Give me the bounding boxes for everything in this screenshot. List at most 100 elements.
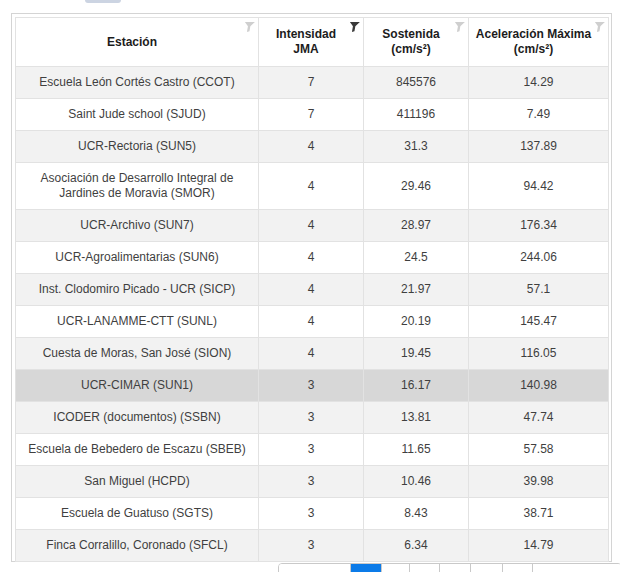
station-cell: UCR-CIMAR (SUN1) bbox=[16, 370, 259, 402]
stations-table: Estación Intensidad JMA Sostenida (cm/s²… bbox=[15, 17, 609, 562]
sostenida-cell: 28.97 bbox=[364, 210, 469, 242]
table-row[interactable]: UCR-CIMAR (SUN1)316.17140.98 bbox=[16, 370, 609, 402]
pager-button[interactable] bbox=[279, 564, 351, 572]
column-header-aceleracion-maxima[interactable]: Aceleración Máxima (cm/s²) bbox=[469, 18, 609, 67]
aceleracion-maxima-cell: 14.79 bbox=[469, 530, 609, 562]
pager-button[interactable] bbox=[471, 564, 503, 572]
aceleracion-maxima-cell: 244.06 bbox=[469, 242, 609, 274]
sostenida-cell: 29.46 bbox=[364, 163, 469, 210]
table-row[interactable]: Escuela León Cortés Castro (CCOT)7845576… bbox=[16, 67, 609, 99]
sostenida-cell: 13.81 bbox=[364, 402, 469, 434]
aceleracion-maxima-cell: 39.98 bbox=[469, 466, 609, 498]
sostenida-cell: 16.17 bbox=[364, 370, 469, 402]
intensity-jma-cell: 3 bbox=[259, 402, 364, 434]
filter-icon[interactable] bbox=[452, 21, 466, 33]
station-cell: San Miguel (HCPD) bbox=[16, 466, 259, 498]
column-header-label: Estación bbox=[22, 35, 242, 50]
sostenida-cell: 20.19 bbox=[364, 306, 469, 338]
intensity-jma-cell: 4 bbox=[259, 306, 364, 338]
column-header-intensidad-jma[interactable]: Intensidad JMA bbox=[259, 18, 364, 67]
column-header-label: (cm/s²) bbox=[475, 42, 592, 57]
sostenida-cell: 24.5 bbox=[364, 242, 469, 274]
column-header-label: JMA bbox=[265, 42, 347, 57]
column-header-label: (cm/s²) bbox=[370, 42, 452, 57]
table-row[interactable]: San Miguel (HCPD)310.4639.98 bbox=[16, 466, 609, 498]
station-cell: Saint Jude school (SJUD) bbox=[16, 99, 259, 131]
table-row[interactable]: Escuela de Guatuso (SGTS)38.4338.71 bbox=[16, 498, 609, 530]
column-header-estacion[interactable]: Estación bbox=[16, 18, 259, 67]
aceleracion-maxima-cell: 7.49 bbox=[469, 99, 609, 131]
table-row[interactable]: UCR-Rectoria (SUN5)431.3137.89 bbox=[16, 131, 609, 163]
sostenida-cell: 11.65 bbox=[364, 434, 469, 466]
pager-button[interactable] bbox=[503, 564, 533, 572]
sostenida-cell: 845576 bbox=[364, 67, 469, 99]
table-row[interactable]: UCR-LANAMME-CTT (SUNL)420.19145.47 bbox=[16, 306, 609, 338]
pager-button[interactable] bbox=[410, 564, 440, 572]
intensity-jma-cell: 3 bbox=[259, 530, 364, 562]
aceleracion-maxima-cell: 38.71 bbox=[469, 498, 609, 530]
table-row[interactable]: ICODER (documentos) (SSBN)313.8147.74 bbox=[16, 402, 609, 434]
station-cell: UCR-Agroalimentarias (SUN6) bbox=[16, 242, 259, 274]
station-cell: UCR-Rectoria (SUN5) bbox=[16, 131, 259, 163]
intensity-jma-cell: 7 bbox=[259, 99, 364, 131]
table-header: Estación Intensidad JMA Sostenida (cm/s²… bbox=[16, 18, 609, 67]
filter-icon-active[interactable] bbox=[347, 21, 361, 33]
aceleracion-maxima-cell: 116.05 bbox=[469, 338, 609, 370]
intensity-jma-cell: 3 bbox=[259, 498, 364, 530]
station-cell: Cuesta de Moras, San José (SION) bbox=[16, 338, 259, 370]
aceleracion-maxima-cell: 137.89 bbox=[469, 131, 609, 163]
station-cell: Finca Corralillo, Coronado (SFCL) bbox=[16, 530, 259, 562]
station-cell: Escuela León Cortés Castro (CCOT) bbox=[16, 67, 259, 99]
filter-icon[interactable] bbox=[592, 21, 606, 33]
station-cell: Escuela de Guatuso (SGTS) bbox=[16, 498, 259, 530]
sostenida-cell: 31.3 bbox=[364, 131, 469, 163]
pager-button-active[interactable] bbox=[351, 564, 382, 572]
table-row[interactable]: Saint Jude school (SJUD)74111967.49 bbox=[16, 99, 609, 131]
table-row[interactable]: Asociación de Desarrollo Integral de Jar… bbox=[16, 163, 609, 210]
intensity-jma-cell: 4 bbox=[259, 210, 364, 242]
intensity-jma-cell: 4 bbox=[259, 274, 364, 306]
filter-icon[interactable] bbox=[242, 21, 256, 33]
table-row[interactable]: Finca Corralillo, Coronado (SFCL)36.3414… bbox=[16, 530, 609, 562]
intensity-jma-cell: 3 bbox=[259, 370, 364, 402]
sostenida-cell: 10.46 bbox=[364, 466, 469, 498]
aceleracion-maxima-cell: 176.34 bbox=[469, 210, 609, 242]
sostenida-cell: 19.45 bbox=[364, 338, 469, 370]
station-cell: UCR-LANAMME-CTT (SUNL) bbox=[16, 306, 259, 338]
column-header-sostenida[interactable]: Sostenida (cm/s²) bbox=[364, 18, 469, 67]
table-body: Escuela León Cortés Castro (CCOT)7845576… bbox=[16, 67, 609, 562]
intensity-jma-cell: 3 bbox=[259, 466, 364, 498]
table-row[interactable]: UCR-Agroalimentarias (SUN6)424.5244.06 bbox=[16, 242, 609, 274]
pager-button[interactable] bbox=[533, 564, 620, 572]
station-cell: Asociación de Desarrollo Integral de Jar… bbox=[16, 163, 259, 210]
pager-button[interactable] bbox=[382, 564, 410, 572]
sostenida-cell: 8.43 bbox=[364, 498, 469, 530]
table-row[interactable]: Inst. Clodomiro Picado - UCR (SICP)421.9… bbox=[16, 274, 609, 306]
pager-button[interactable] bbox=[440, 564, 471, 572]
sostenida-cell: 411196 bbox=[364, 99, 469, 131]
intensity-jma-cell: 4 bbox=[259, 242, 364, 274]
sostenida-cell: 21.97 bbox=[364, 274, 469, 306]
table-row[interactable]: Escuela de Bebedero de Escazu (SBEB)311.… bbox=[16, 434, 609, 466]
intensity-jma-cell: 7 bbox=[259, 67, 364, 99]
pagination bbox=[278, 563, 620, 572]
station-cell: ICODER (documentos) (SSBN) bbox=[16, 402, 259, 434]
aceleracion-maxima-cell: 14.29 bbox=[469, 67, 609, 99]
sostenida-cell: 6.34 bbox=[364, 530, 469, 562]
intensity-jma-cell: 4 bbox=[259, 163, 364, 210]
column-header-label: Intensidad bbox=[265, 27, 347, 42]
station-cell: Escuela de Bebedero de Escazu (SBEB) bbox=[16, 434, 259, 466]
cut-off-top-button[interactable] bbox=[85, 0, 121, 3]
table-row[interactable]: Cuesta de Moras, San José (SION)419.4511… bbox=[16, 338, 609, 370]
aceleracion-maxima-cell: 57.58 bbox=[469, 434, 609, 466]
intensity-jma-cell: 4 bbox=[259, 131, 364, 163]
aceleracion-maxima-cell: 145.47 bbox=[469, 306, 609, 338]
aceleracion-maxima-cell: 47.74 bbox=[469, 402, 609, 434]
aceleracion-maxima-cell: 57.1 bbox=[469, 274, 609, 306]
station-cell: Inst. Clodomiro Picado - UCR (SICP) bbox=[16, 274, 259, 306]
station-cell: UCR-Archivo (SUN7) bbox=[16, 210, 259, 242]
intensity-jma-cell: 3 bbox=[259, 434, 364, 466]
intensity-jma-cell: 4 bbox=[259, 338, 364, 370]
table-row[interactable]: UCR-Archivo (SUN7)428.97176.34 bbox=[16, 210, 609, 242]
aceleracion-maxima-cell: 140.98 bbox=[469, 370, 609, 402]
